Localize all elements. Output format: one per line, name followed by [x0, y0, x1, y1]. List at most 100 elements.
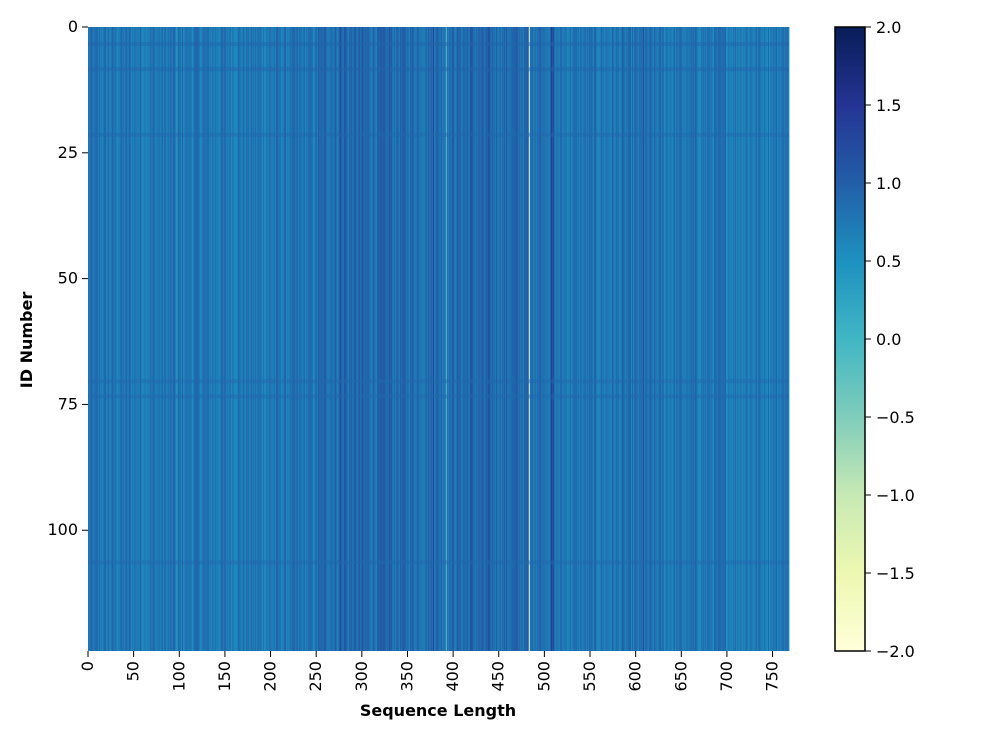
- heatmap-column: [618, 27, 620, 651]
- heatmap-column: [649, 27, 651, 651]
- heatmap-column: [633, 27, 636, 651]
- heatmap-column: [407, 27, 409, 651]
- heatmap-column: [121, 27, 124, 651]
- heatmap-column: [315, 27, 317, 651]
- heatmap-column: [374, 27, 376, 651]
- heatmap-column: [381, 27, 384, 651]
- heatmap-column: [255, 27, 258, 651]
- heatmap-column: [234, 27, 237, 651]
- heatmap-column: [496, 27, 498, 651]
- heatmap-column: [172, 27, 175, 651]
- heatmap-column: [522, 27, 524, 651]
- heatmap-column: [784, 27, 786, 651]
- heatmap-column: [224, 27, 226, 651]
- x-tick-label: 50: [124, 661, 143, 681]
- heatmap-column: [237, 27, 239, 651]
- heatmap-column: [591, 27, 594, 651]
- heatmap-column: [111, 27, 114, 651]
- heatmap-column: [587, 27, 589, 651]
- heatmap-column: [362, 27, 365, 651]
- heatmap-column: [506, 27, 508, 651]
- heatmap-column: [265, 27, 267, 651]
- heatmap-column: [552, 27, 554, 651]
- heatmap-column: [577, 27, 579, 651]
- heatmap-column: [176, 27, 178, 651]
- heatmap-column: [775, 27, 777, 651]
- heatmap-column: [614, 27, 616, 651]
- heatmap-column: [158, 27, 160, 651]
- heatmap-column: [442, 27, 444, 651]
- heatmap-column: [601, 27, 604, 651]
- heatmap-column: [152, 27, 155, 651]
- heatmap-column: [276, 27, 278, 651]
- heatmap-column: [645, 27, 648, 651]
- heatmap-column: [325, 27, 327, 651]
- heatmap-column: [255, 27, 257, 651]
- colorbar-tick-label: −0.5: [876, 408, 915, 427]
- y-tick-label: 50: [58, 269, 78, 288]
- heatmap-column: [500, 27, 502, 651]
- heatmap-column: [489, 27, 491, 651]
- heatmap-column: [550, 27, 553, 651]
- heatmap-column: [335, 27, 337, 651]
- heatmap-column: [95, 27, 97, 651]
- heatmap-column: [639, 27, 641, 651]
- heatmap-column: [535, 27, 537, 651]
- heatmap-column: [599, 27, 601, 651]
- heatmap-column: [548, 27, 551, 651]
- heatmap-column: [509, 27, 512, 651]
- heatmap-column: [249, 27, 251, 651]
- heatmap-column: [107, 27, 109, 651]
- heatmap-column: [354, 27, 356, 651]
- heatmap-column: [347, 27, 349, 651]
- heatmap-column: [329, 27, 332, 651]
- heatmap-column: [426, 27, 428, 651]
- heatmap-column: [150, 27, 153, 651]
- heatmap-column: [496, 27, 499, 651]
- heatmap-column: [397, 27, 399, 651]
- heatmap-row-band: [88, 394, 789, 399]
- heatmap-column: [544, 27, 546, 651]
- heatmap-column: [318, 27, 320, 651]
- heatmap-column: [180, 27, 182, 651]
- heatmap-column: [679, 27, 681, 651]
- heatmap-column: [267, 27, 270, 651]
- heatmap-column: [620, 27, 622, 651]
- heatmap-column: [513, 27, 515, 651]
- heatmap-column: [688, 27, 690, 651]
- heatmap-column: [355, 27, 357, 651]
- heatmap-column: [375, 27, 377, 651]
- heatmap-column: [654, 27, 657, 651]
- heatmap-column: [191, 27, 193, 651]
- heatmap-column: [723, 27, 725, 651]
- heatmap-column: [559, 27, 562, 651]
- heatmap-column: [393, 27, 396, 651]
- heatmap-column: [334, 27, 336, 651]
- heatmap-column: [162, 27, 165, 651]
- heatmap-column: [684, 27, 686, 651]
- heatmap-column: [480, 27, 482, 651]
- heatmap-column: [629, 27, 631, 651]
- heatmap-column: [558, 27, 561, 651]
- heatmap-column: [464, 27, 466, 651]
- heatmap-column: [186, 27, 188, 651]
- heatmap-column: [646, 27, 648, 651]
- heatmap-column: [570, 27, 573, 651]
- heatmap-column: [558, 27, 560, 651]
- heatmap-column: [282, 27, 284, 651]
- heatmap-column: [527, 27, 530, 651]
- heatmap-column: [289, 27, 292, 651]
- heatmap-column: [747, 27, 749, 651]
- heatmap-column: [178, 27, 180, 651]
- heatmap-column: [405, 27, 407, 651]
- heatmap-column: [130, 27, 133, 651]
- heatmap-column: [144, 27, 146, 651]
- heatmap-column: [301, 27, 303, 651]
- heatmap-column: [736, 27, 739, 651]
- heatmap-column: [490, 27, 492, 651]
- heatmap-column: [175, 27, 177, 651]
- colorbar-tick-label: 0.0: [876, 330, 901, 349]
- heatmap-column: [225, 27, 228, 651]
- heatmap-column: [730, 27, 732, 651]
- heatmap-column: [737, 27, 740, 651]
